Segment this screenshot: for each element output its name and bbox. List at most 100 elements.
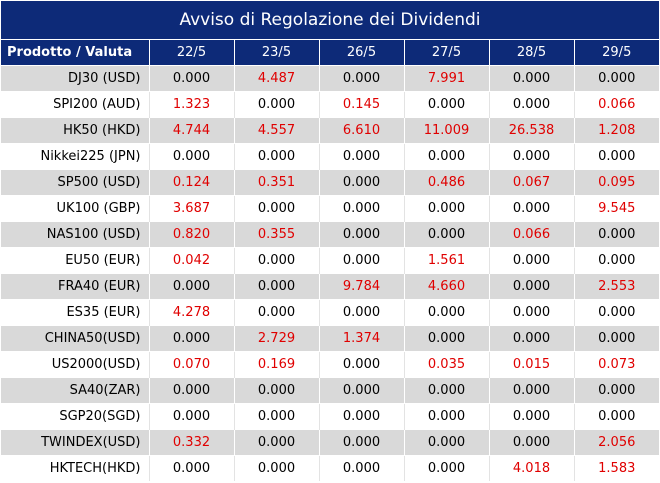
dividend-value-cell: 0.015 [489, 351, 575, 378]
dividend-value-cell: 0.000 [319, 143, 405, 170]
dividend-value-cell: 4.278 [149, 299, 235, 326]
dividend-value-cell: 1.323 [149, 91, 235, 118]
dividend-value-cell: 0.000 [404, 143, 490, 170]
dividend-value-cell: 0.042 [149, 247, 235, 274]
dividend-value-cell: 0.000 [234, 377, 320, 404]
dividend-value-cell: 0.000 [149, 65, 235, 92]
dividend-value-cell: 0.000 [319, 299, 405, 326]
dividend-value-cell: 0.066 [489, 221, 575, 248]
dividend-value-cell: 0.066 [574, 91, 659, 118]
table-row: NAS100 (USD) 0.820 0.355 0.000 0.000 0.066 0.0… [1, 221, 659, 248]
dividend-value-cell: 0.000 [149, 377, 235, 404]
dividend-value-cell: 0.000 [319, 65, 405, 92]
dividend-value-cell: 0.000 [489, 195, 575, 222]
page-title: Avviso di Regolazione dei Dividendi [1, 1, 659, 39]
dividend-value-cell: 0.000 [574, 377, 659, 404]
dividend-value-cell: 0.486 [404, 169, 490, 196]
dividend-value-cell: 1.561 [404, 247, 490, 274]
dividend-value-cell: 0.000 [149, 455, 235, 481]
dividend-value-cell: 0.000 [489, 299, 575, 326]
dividend-value-cell: 0.000 [234, 299, 320, 326]
dividend-value-cell: 0.000 [149, 143, 235, 170]
product-cell: SP500 (USD) [1, 169, 150, 196]
dividend-value-cell: 0.000 [489, 377, 575, 404]
dividend-table: Prodotto / Valuta 22/5 23/5 26/5 27/5 28… [1, 40, 659, 481]
product-column-header: Prodotto / Valuta [1, 40, 150, 66]
dividend-value-cell: 9.545 [574, 195, 659, 222]
dividend-value-cell: 0.000 [149, 325, 235, 352]
table-row: ES35 (EUR) 4.278 0.000 0.000 0.000 0.000 0.000 [1, 299, 659, 326]
dividend-value-cell: 0.000 [489, 403, 575, 430]
dividend-value-cell: 0.070 [149, 351, 235, 378]
dividend-value-cell: 6.610 [319, 117, 405, 144]
dividend-value-cell: 0.000 [319, 351, 405, 378]
table-body: DJ30 (USD) 0.000 4.487 0.000 7.991 0.000 0.000… [1, 65, 659, 481]
product-cell: ES35 (EUR) [1, 299, 150, 326]
dividend-value-cell: 0.000 [234, 455, 320, 481]
dividend-value-cell: 0.000 [404, 91, 490, 118]
dividend-value-cell: 9.784 [319, 273, 405, 300]
dividend-value-cell: 0.124 [149, 169, 235, 196]
dividend-value-cell: 0.095 [574, 169, 659, 196]
dividend-value-cell: 2.056 [574, 429, 659, 456]
dividend-value-cell: 0.035 [404, 351, 490, 378]
dividend-value-cell: 0.000 [404, 195, 490, 222]
dividend-value-cell: 0.000 [319, 221, 405, 248]
date-column-header: 28/5 [489, 40, 575, 66]
dividend-value-cell: 0.000 [234, 91, 320, 118]
dividend-value-cell: 0.000 [489, 65, 575, 92]
product-cell: FRA40 (EUR) [1, 273, 150, 300]
product-cell: HK50 (HKD) [1, 117, 150, 144]
dividend-value-cell: 0.000 [574, 247, 659, 274]
header-row: Prodotto / Valuta 22/5 23/5 26/5 27/5 28… [1, 40, 659, 66]
table-row: HK50 (HKD) 4.744 4.557 6.610 11.009 26.538 1.2… [1, 117, 659, 144]
table-row: Nikkei225 (JPN) 0.000 0.000 0.000 0.000 0.000… [1, 143, 659, 170]
dividend-value-cell: 0.000 [319, 195, 405, 222]
dividend-value-cell: 0.000 [489, 273, 575, 300]
dividend-value-cell: 0.000 [574, 143, 659, 170]
dividend-value-cell: 0.000 [489, 325, 575, 352]
dividend-value-cell: 0.000 [489, 429, 575, 456]
date-column-header: 22/5 [149, 40, 235, 66]
dividend-value-cell: 0.000 [574, 221, 659, 248]
dividend-value-cell: 0.000 [234, 195, 320, 222]
dividend-value-cell: 0.000 [404, 377, 490, 404]
product-cell: DJ30 (USD) [1, 65, 150, 92]
dividend-value-cell: 0.000 [404, 455, 490, 481]
dividend-value-cell: 0.000 [319, 429, 405, 456]
dividend-value-cell: 0.000 [319, 169, 405, 196]
dividend-value-cell: 0.145 [319, 91, 405, 118]
dividend-value-cell: 26.538 [489, 117, 575, 144]
product-cell: CHINA50(USD) [1, 325, 150, 352]
dividend-value-cell: 4.744 [149, 117, 235, 144]
table-row: SA40(ZAR) 0.000 0.000 0.000 0.000 0.000 0.000 [1, 377, 659, 404]
dividend-value-cell: 0.000 [234, 403, 320, 430]
dividend-value-cell: 0.000 [574, 403, 659, 430]
date-column-header: 27/5 [404, 40, 490, 66]
dividend-value-cell: 2.729 [234, 325, 320, 352]
dividend-value-cell: 11.009 [404, 117, 490, 144]
table-row: FRA40 (EUR) 0.000 0.000 9.784 4.660 0.000 2.55… [1, 273, 659, 300]
table-row: EU50 (EUR) 0.042 0.000 0.000 1.561 0.000 0.000 [1, 247, 659, 274]
dividend-value-cell: 1.208 [574, 117, 659, 144]
dividend-value-cell: 0.067 [489, 169, 575, 196]
product-cell: NAS100 (USD) [1, 221, 150, 248]
dividend-value-cell: 0.000 [489, 247, 575, 274]
dividend-value-cell: 0.000 [319, 377, 405, 404]
dividend-value-cell: 0.000 [319, 247, 405, 274]
dividend-value-cell: 0.000 [234, 247, 320, 274]
dividend-value-cell: 0.332 [149, 429, 235, 456]
dividend-value-cell: 0.000 [319, 455, 405, 481]
table-row: HKTECH(HKD) 0.000 0.000 0.000 0.000 4.018 1.58… [1, 455, 659, 481]
product-cell: SA40(ZAR) [1, 377, 150, 404]
table-row: CHINA50(USD) 0.000 2.729 1.374 0.000 0.000 0.0… [1, 325, 659, 352]
date-column-header: 26/5 [319, 40, 405, 66]
dividend-value-cell: 0.000 [574, 325, 659, 352]
product-cell: TWINDEX(USD) [1, 429, 150, 456]
dividend-value-cell: 4.660 [404, 273, 490, 300]
dividend-value-cell: 2.553 [574, 273, 659, 300]
dividend-value-cell: 0.000 [404, 221, 490, 248]
dividend-value-cell: 0.000 [489, 91, 575, 118]
dividend-value-cell: 1.583 [574, 455, 659, 481]
